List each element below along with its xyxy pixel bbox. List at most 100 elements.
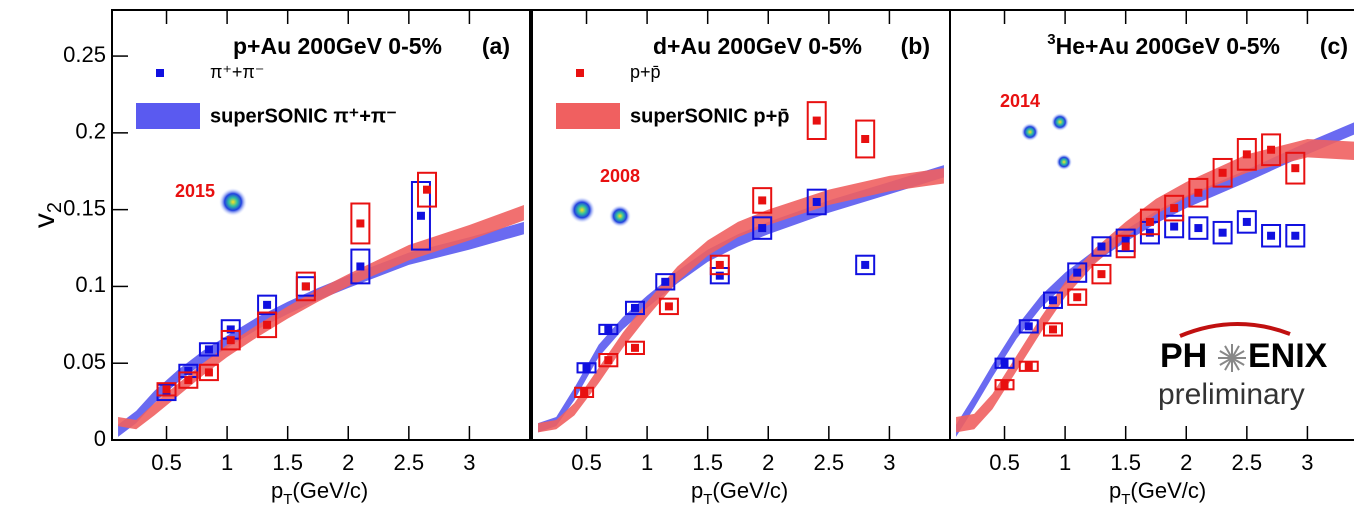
y-tick-label: 0.15: [63, 195, 106, 220]
data-point: [1073, 293, 1082, 302]
x-tick-label: 2.5: [394, 450, 425, 475]
panel-frame: [949, 9, 1354, 441]
sys-box: [257, 294, 278, 316]
event-display: [1056, 154, 1072, 170]
title-main: He+Au 200GeV 0-5%: [1056, 33, 1280, 59]
data-point: [204, 368, 213, 377]
data-point: [1097, 270, 1106, 279]
legend-swatch: [136, 103, 200, 129]
data-point: [263, 300, 272, 309]
sys-box: [598, 323, 619, 336]
sys-box: [350, 248, 371, 285]
x-tick-label: 0.5: [571, 450, 602, 475]
x-label-sub: T: [283, 491, 292, 508]
data-point: [1267, 231, 1276, 240]
data-point: [1024, 322, 1033, 331]
data-point: [184, 376, 193, 385]
sys-box: [1091, 236, 1112, 257]
event-display: [1051, 113, 1069, 131]
legend-marker: [156, 69, 164, 77]
x-tick-label: 1: [1059, 450, 1071, 475]
data-point: [1291, 164, 1300, 173]
logo-star: [1224, 345, 1233, 359]
sys-box: [1018, 319, 1039, 334]
x-tick-label: 3: [463, 450, 475, 475]
data-point: [423, 185, 432, 194]
logo-star: [1231, 345, 1240, 359]
y-axis-label: v2: [28, 202, 66, 228]
x-label-main: p: [691, 478, 703, 503]
sys-box: [1018, 360, 1039, 372]
data-point: [1097, 242, 1106, 251]
logo-star: [1231, 357, 1245, 366]
event-display: [1021, 123, 1039, 141]
title-main: d+Au 200GeV 0-5%: [653, 33, 862, 59]
data-point: [204, 345, 213, 354]
y-label-sub: 2: [44, 202, 66, 213]
sys-box: [295, 271, 316, 302]
sys-box: [1042, 322, 1063, 337]
panel-title: 3He+Au 200GeV 0-5%: [1047, 31, 1280, 59]
sys-box: [1115, 234, 1136, 259]
x-tick-label: 1.5: [692, 450, 723, 475]
legend-label: superSONIC p+p̄: [630, 105, 789, 127]
x-label-main: p: [271, 478, 283, 503]
sys-box: [1285, 151, 1306, 185]
sys-box: [417, 171, 438, 208]
data-point: [715, 271, 724, 280]
sys-box: [198, 342, 219, 357]
data-point: [812, 197, 821, 206]
data-point: [226, 336, 235, 345]
x-label-main: p: [1109, 478, 1121, 503]
data-point: [1218, 168, 1227, 177]
logo-subtext: preliminary: [1158, 378, 1305, 411]
legend-swatch: [556, 103, 620, 129]
data-point: [226, 325, 235, 334]
data-point: [1291, 231, 1300, 240]
logo-star: [1231, 350, 1245, 359]
sys-box: [576, 362, 597, 374]
sys-box: [658, 297, 679, 316]
title-sup: 3: [1047, 31, 1055, 48]
sys-box: [1188, 177, 1209, 208]
data-point: [1121, 236, 1130, 245]
data-point: [1194, 188, 1203, 197]
logo-star: [1219, 357, 1233, 366]
event-display: [569, 197, 595, 223]
sys-box: [1164, 194, 1185, 222]
sys-box: [1212, 220, 1233, 245]
x-label-sub: T: [703, 491, 712, 508]
x-tick-label: 3: [1301, 450, 1313, 475]
legend-label: p+p̄: [630, 62, 661, 82]
event-display: [219, 188, 247, 216]
year-annotation: 2008: [600, 166, 640, 186]
data-point: [630, 303, 639, 312]
sys-box: [624, 340, 645, 356]
sys-box: [655, 273, 676, 291]
data-point: [1218, 228, 1227, 237]
y-tick-label: 0.1: [75, 272, 106, 297]
sys-box: [198, 363, 219, 382]
x-tick-label: 2: [762, 450, 774, 475]
sys-box: [1236, 138, 1257, 171]
data-point: [715, 260, 724, 269]
x-tick-label: 3: [883, 450, 895, 475]
sys-box: [806, 101, 827, 141]
data-point: [580, 388, 589, 397]
sys-box: [1042, 291, 1063, 309]
sys-box: [1188, 216, 1209, 240]
legend-label: π⁺+π⁻: [210, 62, 264, 82]
data-point: [1121, 242, 1130, 251]
data-point: [184, 366, 193, 375]
data-point: [1145, 217, 1154, 226]
x-label-rest: (GeV/c): [712, 478, 788, 503]
x-axis-label: pT(GeV/c): [271, 478, 368, 508]
panel-frame: [111, 9, 531, 441]
data-point: [582, 363, 591, 372]
data-point: [861, 135, 870, 143]
data-point: [263, 320, 272, 329]
data-point: [1242, 150, 1251, 159]
sys-box: [350, 202, 371, 245]
x-tick-label: 2: [1180, 450, 1192, 475]
sys-box: [624, 300, 645, 316]
